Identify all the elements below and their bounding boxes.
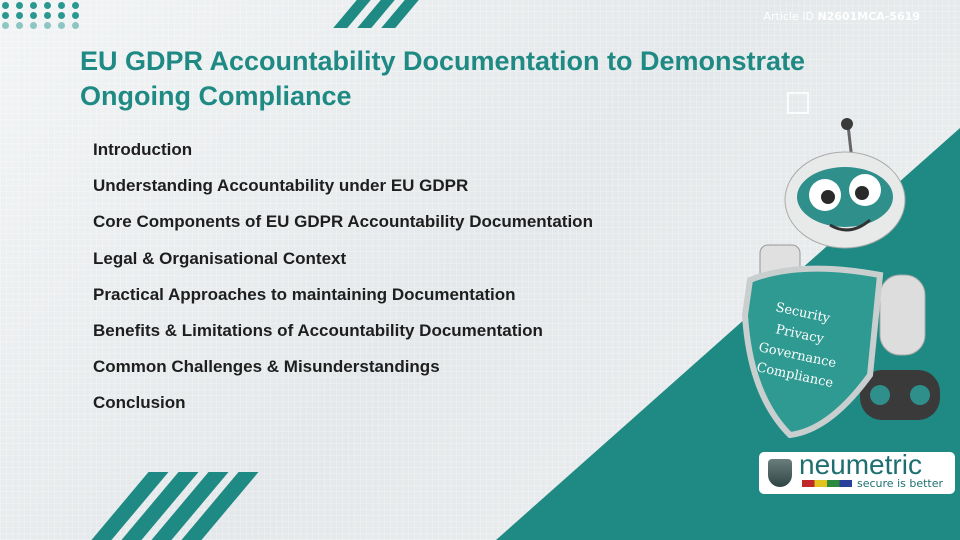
agenda-item: Practical Approaches to maintaining Docu… [93, 284, 516, 304]
shield-logo-icon [768, 459, 792, 487]
agenda-item: Core Components of EU GDPR Accountabilit… [93, 212, 593, 232]
stripe-decoration-top [333, 0, 419, 28]
article-id-label: Article ID [763, 10, 814, 23]
agenda-list: Introduction Understanding Accountabilit… [93, 140, 593, 430]
agenda-item: Understanding Accountability under EU GD… [93, 176, 469, 196]
square-decoration [787, 92, 809, 114]
logo-color-bar [802, 480, 852, 487]
page-title: EU GDPR Accountability Documentation to … [80, 46, 806, 111]
logo-name: neumetric [799, 449, 922, 480]
dot-grid-decoration [2, 2, 83, 29]
agenda-item: Conclusion [93, 393, 186, 413]
agenda-item: Benefits & Limitations of Accountability… [93, 320, 543, 340]
article-id: Article ID N2601MCA-5619 [763, 10, 920, 23]
agenda-item: Legal & Organisational Context [93, 248, 347, 268]
article-id-value: N2601MCA-5619 [817, 10, 920, 23]
agenda-item: Common Challenges & Misunderstandings [93, 357, 440, 377]
agenda-item: Introduction [93, 140, 193, 159]
stripe-decoration-bottom [91, 472, 259, 540]
logo-tagline: secure is better [857, 477, 944, 490]
neumetric-logo: neumetric secure is better [759, 449, 955, 494]
robot-mascot-illustration: Security Privacy Governance Compliance [741, 118, 940, 439]
